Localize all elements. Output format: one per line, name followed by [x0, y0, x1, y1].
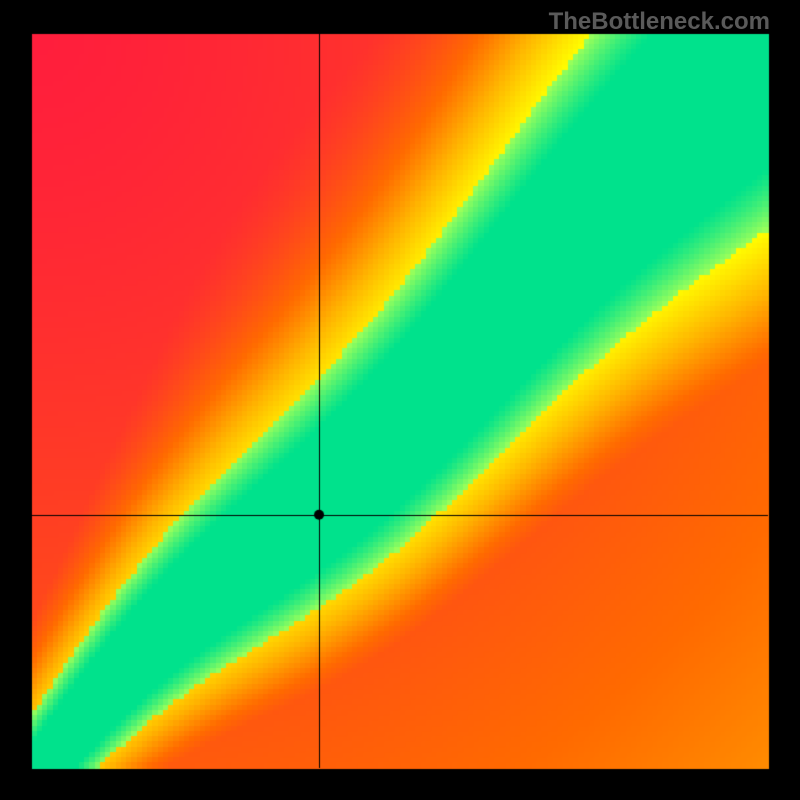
watermark-text: TheBottleneck.com: [549, 8, 770, 36]
bottleneck-heatmap-canvas: [0, 0, 800, 800]
